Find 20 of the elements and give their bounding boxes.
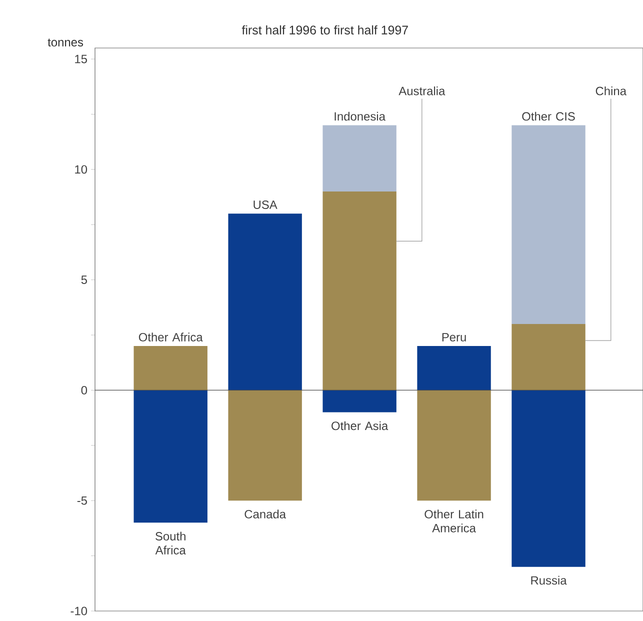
series-label: Russia [531,576,567,585]
y-tick-label: -5 [77,496,87,505]
series-label: South Africa [155,532,186,554]
y-tick-label: 5 [81,276,87,284]
y-tick-label: 10 [75,165,88,174]
series-label: Canada [244,510,286,518]
chart-title: first half 1996 to first half 1997 [242,25,408,34]
series-label: Other Latin America [424,510,484,532]
y-axis-title: tonnes [48,38,84,46]
series-label: Other CIS [522,112,575,121]
y-tick-label: 15 [75,54,87,64]
series-label: Indonesia [334,112,386,121]
series-label: Other Asia [332,421,388,430]
text: China [596,86,626,96]
series-label: Other Africa [138,332,203,342]
series-label: USA [254,200,278,209]
text: Australia [398,86,446,96]
y-tick-label: 0 [81,386,88,394]
y-tick-label: -10 [70,606,88,616]
series-label: Peru [442,333,466,342]
